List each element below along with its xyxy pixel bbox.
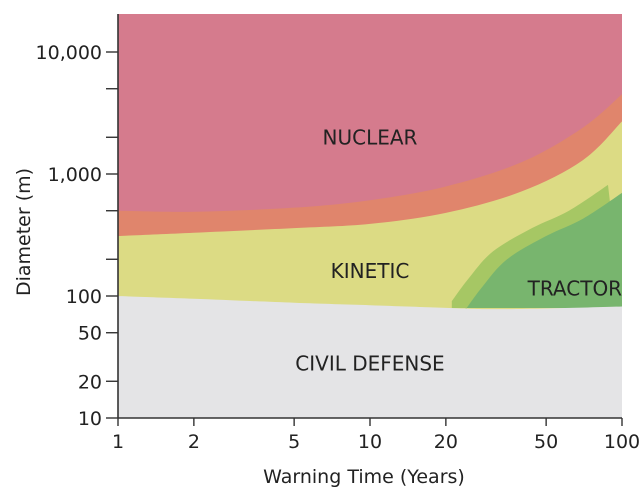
y-tick-label-1000: 1,000 xyxy=(48,164,102,186)
x-tick-label-5: 5 xyxy=(288,431,300,453)
x-tick-label-50: 50 xyxy=(534,431,558,453)
y-tick-label-100: 100 xyxy=(66,286,102,308)
x-tick-label-100: 100 xyxy=(604,431,640,453)
y-tick-label-50: 50 xyxy=(78,323,102,345)
region-labels: NUCLEAR KINETIC TRACTOR CIVIL DEFENSE xyxy=(295,125,622,375)
civil-defense-region xyxy=(118,296,622,418)
x-tick-label-1: 1 xyxy=(112,431,124,453)
axes: 1 2 5 10 20 50 100 10 20 50 100 1,000 10,000 xyxy=(36,14,640,453)
x-tick-label-2: 2 xyxy=(188,431,200,453)
y-tick-label-10: 10 xyxy=(78,408,102,430)
x-axis-title: Warning Time (Years) xyxy=(263,466,465,488)
region-label-civil-defense: CIVIL DEFENSE xyxy=(295,351,444,375)
region-label-tractor: TRACTOR xyxy=(527,277,623,301)
region-areas xyxy=(118,14,622,418)
x-tick-label-10: 10 xyxy=(358,431,382,453)
y-axis-title: Diameter (m) xyxy=(13,168,35,296)
y-tick-label-20: 20 xyxy=(78,371,102,393)
x-tick-label-20: 20 xyxy=(434,431,458,453)
tractor-region xyxy=(465,192,622,310)
y-tick-label-10000: 10,000 xyxy=(36,42,102,64)
region-label-kinetic: KINETIC xyxy=(331,259,410,283)
region-label-nuclear: NUCLEAR xyxy=(323,125,418,149)
